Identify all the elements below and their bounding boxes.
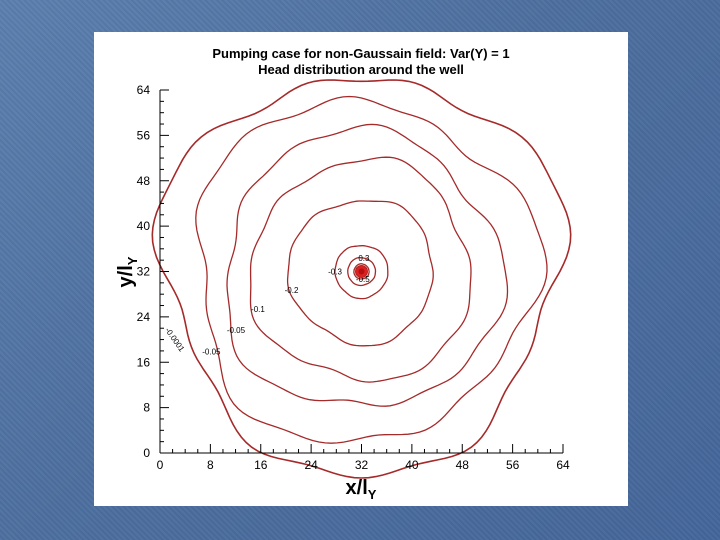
x-tick-label: 64 [556, 458, 570, 472]
y-axis-ticks: 0 8 16 24 32 40 48 56 64 [137, 83, 169, 460]
contour-label: -0.3 [328, 268, 342, 277]
y-axis-label-subscript: Y [125, 256, 140, 265]
y-tick-label: 56 [137, 128, 151, 142]
contour-label: -0.1 [251, 305, 265, 314]
x-axis-label: x/lY [346, 477, 377, 502]
contour-line [226, 123, 509, 407]
contour-labels: -0.0001 -0.05 -0.05 -0.1 -0.2 -0.3 0.3 -0.5 [163, 254, 370, 356]
x-tick-label: 40 [405, 458, 419, 472]
contour-line [353, 263, 370, 280]
chart-subtitle: Head distribution around the well [258, 62, 464, 77]
contour-line [195, 95, 548, 444]
figure-panel: Pumping case for non-Gaussain field: Var… [94, 32, 628, 506]
y-axis-label: y/lY [115, 256, 140, 287]
contour-line [347, 257, 377, 287]
y-tick-label: 24 [137, 310, 151, 324]
contour-label: -0.05 [202, 347, 221, 356]
contour-label: -0.5 [356, 275, 370, 284]
contour-plot: Pumping case for non-Gaussain field: Var… [115, 46, 572, 502]
x-tick-label: 48 [456, 458, 470, 472]
chart-title: Pumping case for non-Gaussain field: Var… [212, 46, 509, 61]
x-tick-label: 8 [207, 458, 214, 472]
x-tick-label: 24 [304, 458, 318, 472]
y-tick-label: 0 [143, 446, 150, 460]
y-tick-label: 64 [137, 83, 151, 97]
contour-line [249, 156, 472, 383]
contour-label: 0.3 [358, 254, 370, 263]
x-axis-label-subscript: Y [368, 487, 377, 502]
x-tick-label: 16 [254, 458, 268, 472]
contour-label: -0.2 [285, 286, 299, 295]
x-axis-ticks: 0 8 16 24 32 40 48 56 64 [157, 444, 570, 472]
y-tick-label: 16 [137, 355, 151, 369]
x-tick-label: 56 [506, 458, 520, 472]
contour-line [286, 200, 434, 347]
y-tick-label: 8 [143, 401, 150, 415]
y-tick-label: 32 [137, 265, 151, 279]
y-tick-label: 48 [137, 174, 151, 188]
x-tick-label: 32 [355, 458, 369, 472]
contour-label: -0.0001 [163, 326, 186, 354]
y-tick-label: 40 [137, 219, 151, 233]
x-tick-label: 0 [157, 458, 164, 472]
well-core [358, 268, 365, 275]
contour-label: -0.05 [227, 326, 246, 335]
contour-line [334, 245, 389, 300]
pumping-well-marker [355, 265, 368, 278]
